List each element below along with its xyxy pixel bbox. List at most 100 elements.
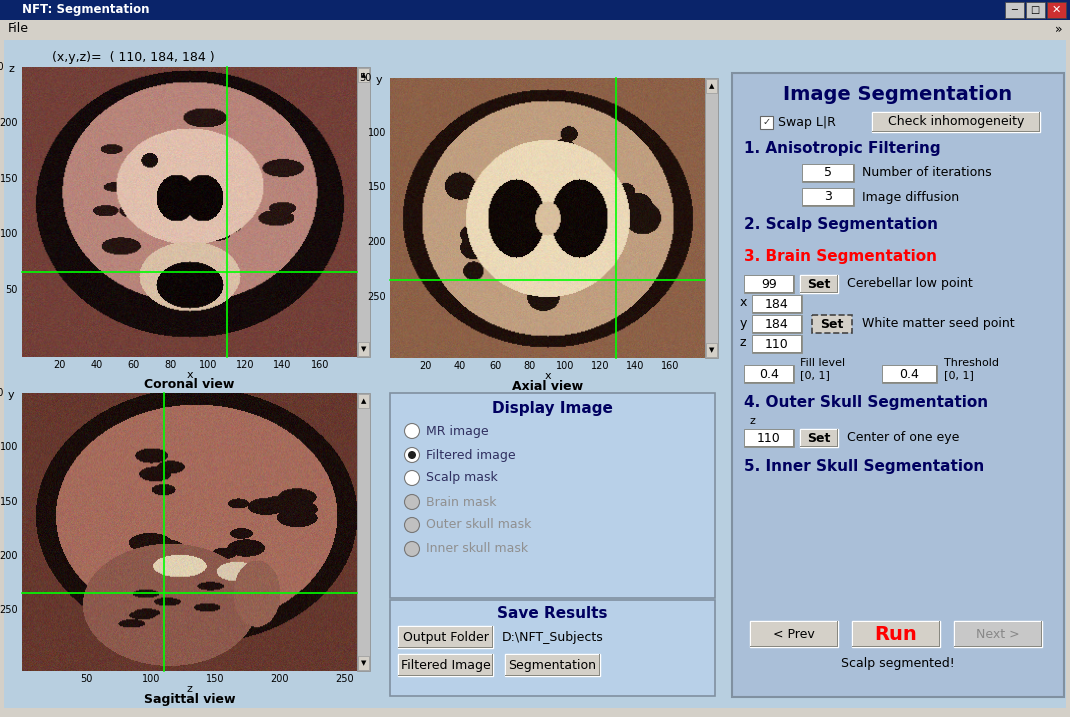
Text: 80: 80 xyxy=(524,361,536,371)
Text: Filtered Image: Filtered Image xyxy=(400,658,490,672)
Circle shape xyxy=(404,424,419,439)
Text: x: x xyxy=(186,370,193,380)
Text: 100: 100 xyxy=(555,361,575,371)
Text: 184: 184 xyxy=(765,298,789,310)
Text: Brain mask: Brain mask xyxy=(426,495,496,508)
Text: ─: ─ xyxy=(1011,5,1016,15)
Text: 250: 250 xyxy=(335,674,353,684)
Text: Fill level
[0, 1]: Fill level [0, 1] xyxy=(800,358,845,380)
Text: 110: 110 xyxy=(765,338,789,351)
Bar xyxy=(852,646,941,647)
Bar xyxy=(872,131,1040,132)
Text: Scalp mask: Scalp mask xyxy=(426,472,498,485)
Text: 184: 184 xyxy=(765,318,789,331)
Text: File: File xyxy=(7,22,29,36)
Text: ▼: ▼ xyxy=(708,347,714,353)
Circle shape xyxy=(404,470,419,485)
Text: Set: Set xyxy=(807,432,830,445)
Bar xyxy=(802,188,854,206)
Bar xyxy=(751,622,837,646)
Text: 150: 150 xyxy=(207,674,225,684)
Bar xyxy=(0,0,1070,20)
Bar xyxy=(760,116,773,129)
Bar xyxy=(800,292,838,293)
Text: ✓: ✓ xyxy=(763,118,770,128)
Text: z: z xyxy=(186,684,193,694)
Text: 1. Anisotropic Filtering: 1. Anisotropic Filtering xyxy=(744,141,941,156)
Bar xyxy=(750,621,838,647)
Text: D:\NFT_Subjects: D:\NFT_Subjects xyxy=(502,630,603,643)
Bar xyxy=(358,656,369,670)
Text: < Prev: < Prev xyxy=(774,627,815,640)
Text: ▼: ▼ xyxy=(361,660,366,666)
Text: Set: Set xyxy=(807,277,830,290)
Bar xyxy=(745,430,793,446)
Text: 80: 80 xyxy=(165,360,177,370)
Bar xyxy=(872,112,1040,132)
Bar xyxy=(753,336,801,352)
Text: 100: 100 xyxy=(0,442,18,452)
Text: Display Image: Display Image xyxy=(492,402,613,417)
Bar xyxy=(744,365,794,383)
Bar xyxy=(358,342,369,356)
Bar xyxy=(801,276,837,292)
Bar xyxy=(505,654,600,676)
Text: 250: 250 xyxy=(0,62,4,72)
Bar xyxy=(706,343,717,357)
Bar xyxy=(800,446,838,447)
Text: ▲: ▲ xyxy=(361,398,366,404)
Text: x: x xyxy=(545,371,551,381)
Bar xyxy=(398,647,493,648)
Bar xyxy=(506,655,599,675)
Bar xyxy=(358,68,369,82)
Text: 100: 100 xyxy=(141,674,160,684)
Text: 50: 50 xyxy=(5,285,18,295)
Bar xyxy=(802,189,853,205)
Text: y: y xyxy=(740,316,747,330)
Bar xyxy=(956,622,1041,646)
Text: 50: 50 xyxy=(0,388,4,398)
Text: 3. Brain Segmentation: 3. Brain Segmentation xyxy=(744,250,937,265)
Text: Output Folder: Output Folder xyxy=(402,630,488,643)
Text: 200: 200 xyxy=(0,118,18,128)
Text: 250: 250 xyxy=(0,605,18,615)
Bar xyxy=(752,315,802,333)
Bar xyxy=(800,275,838,293)
Text: z: z xyxy=(9,64,14,74)
Bar xyxy=(954,646,1042,647)
Text: Check inhomogeneity: Check inhomogeneity xyxy=(888,115,1024,128)
Circle shape xyxy=(404,447,419,462)
Text: 2. Scalp Segmentation: 2. Scalp Segmentation xyxy=(744,217,938,232)
Text: Cerebellar low point: Cerebellar low point xyxy=(847,277,973,290)
Text: Outer skull mask: Outer skull mask xyxy=(426,518,532,531)
Text: 120: 120 xyxy=(591,361,609,371)
Bar xyxy=(357,393,370,671)
Text: Filtered image: Filtered image xyxy=(426,449,516,462)
Text: ▲: ▲ xyxy=(708,83,714,89)
Bar xyxy=(744,429,794,447)
Text: 99: 99 xyxy=(761,277,777,290)
Text: 250: 250 xyxy=(367,292,386,302)
Text: Threshold
[0, 1]: Threshold [0, 1] xyxy=(944,358,999,380)
Bar xyxy=(801,430,837,446)
Bar xyxy=(398,654,493,676)
Text: 4. Outer Skull Segmentation: 4. Outer Skull Segmentation xyxy=(744,396,988,411)
Text: 200: 200 xyxy=(0,551,18,561)
Text: Image diffusion: Image diffusion xyxy=(862,191,959,204)
Text: ✕: ✕ xyxy=(1052,5,1060,15)
Text: MR image: MR image xyxy=(426,424,489,437)
Bar xyxy=(705,78,718,358)
Text: 50: 50 xyxy=(360,73,372,83)
Circle shape xyxy=(408,451,416,459)
Text: Scalp segmented!: Scalp segmented! xyxy=(841,657,954,670)
Text: 150: 150 xyxy=(367,182,386,192)
Bar xyxy=(706,79,717,93)
Bar xyxy=(883,366,936,382)
Text: Image Segmentation: Image Segmentation xyxy=(783,85,1012,105)
Text: NFT: Segmentation: NFT: Segmentation xyxy=(22,4,150,16)
Text: 60: 60 xyxy=(127,360,140,370)
Text: 20: 20 xyxy=(54,360,65,370)
Bar xyxy=(802,165,853,181)
Text: 0.4: 0.4 xyxy=(759,368,779,381)
Bar xyxy=(358,394,369,408)
